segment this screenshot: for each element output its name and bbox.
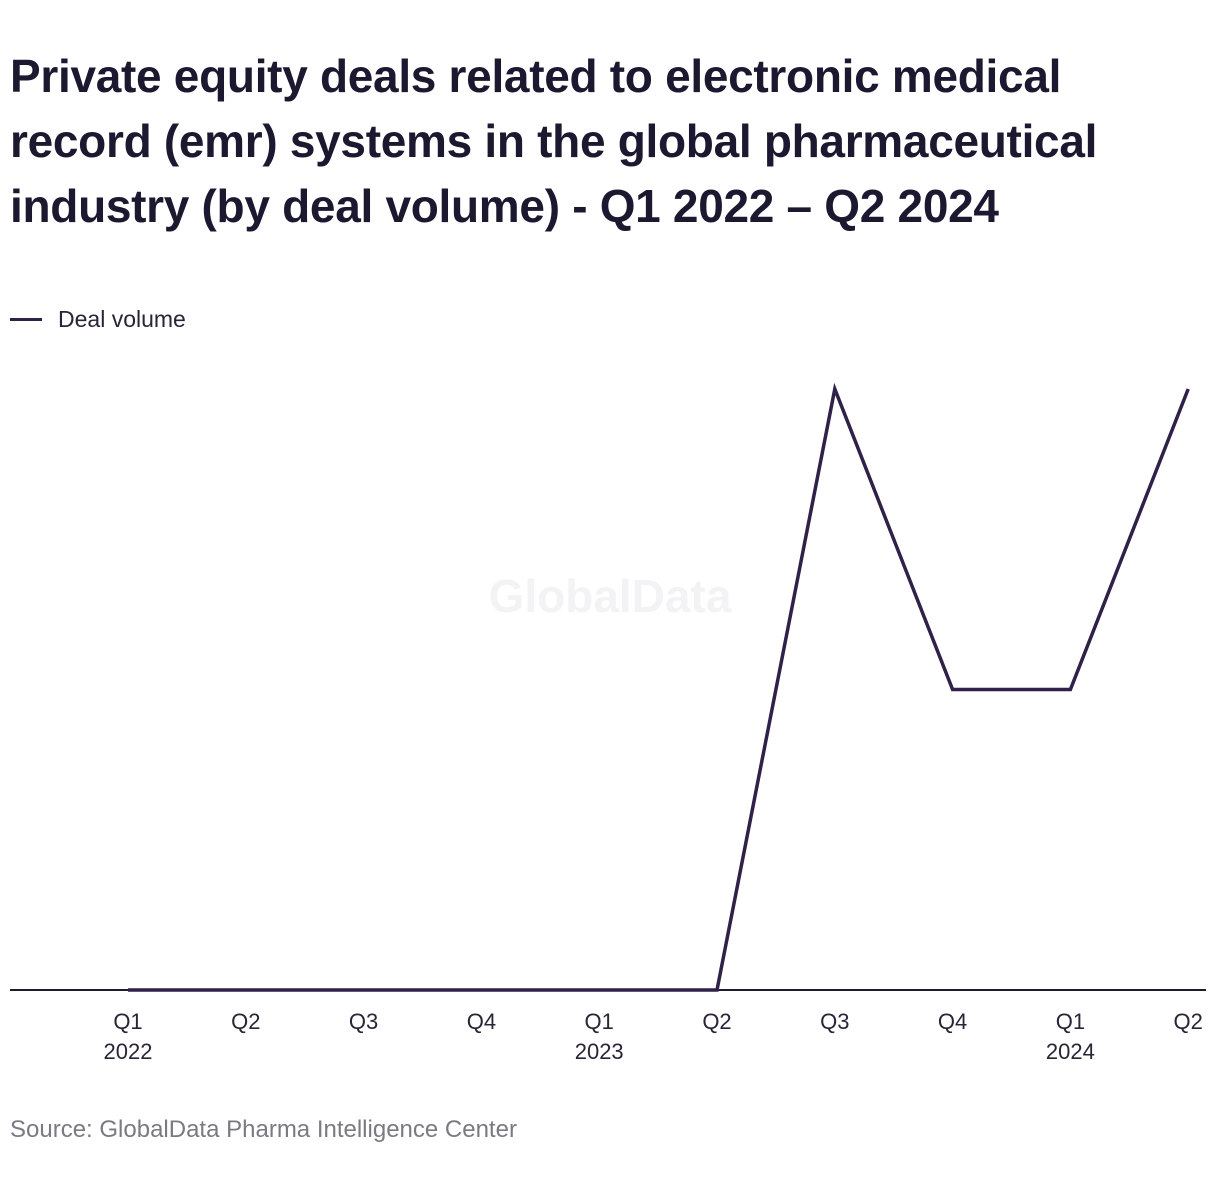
x-tick-quarter-4: Q4: [467, 1009, 496, 1034]
x-tick-quarter-8: Q4: [938, 1009, 967, 1034]
legend-swatch-deal-volume: [10, 318, 42, 321]
x-tick-quarter-5: Q1: [585, 1009, 614, 1034]
x-tick-quarter-7: Q3: [820, 1009, 849, 1034]
x-tick-quarter-9: Q1: [1056, 1009, 1085, 1034]
x-axis-ticks: Q1 2022 Q2 Q3 Q4 Q1 2023 Q2 Q3 Q4 Q1 2024 Q2: [104, 1009, 1203, 1064]
x-tick-quarter-1: Q1: [113, 1009, 142, 1034]
x-tick-year-2023: 2023: [575, 1039, 624, 1064]
series-layer: [128, 382, 1190, 992]
watermark: GlobalData: [489, 570, 732, 622]
legend: Deal volume: [10, 306, 186, 333]
x-tick-quarter-6: Q2: [702, 1009, 731, 1034]
source-note: Source: GlobalData Pharma Intelligence C…: [10, 1116, 517, 1143]
x-tick-quarter-10: Q2: [1174, 1009, 1203, 1034]
series-line-deal-volume: [128, 382, 1190, 992]
x-tick-quarter-3: Q3: [349, 1009, 378, 1034]
x-tick-quarter-2: Q2: [231, 1009, 260, 1034]
line-chart: GlobalData Q1 2022 Q2 Q3 Q4 Q1 2023 Q2 Q3 Q4 Q1 202…: [10, 382, 1206, 1064]
x-tick-year-2022: 2022: [104, 1039, 153, 1064]
x-tick-year-2024: 2024: [1046, 1039, 1095, 1064]
legend-label-deal-volume: Deal volume: [58, 306, 186, 332]
chart-title: Private equity deals related to electron…: [10, 50, 1098, 232]
